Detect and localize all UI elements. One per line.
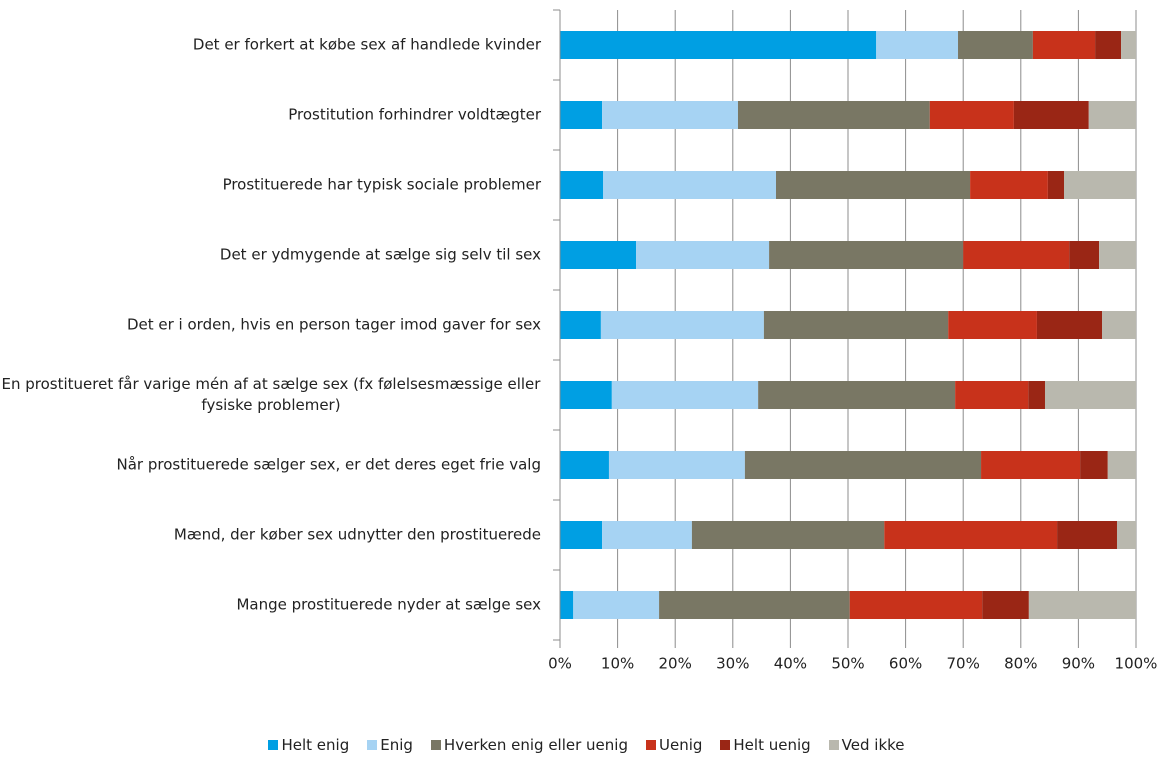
y-tick-label: Prostituerede har typisk sociale problem…	[222, 175, 541, 194]
bar-segment	[1028, 591, 1136, 619]
x-tick-label: 90%	[1062, 655, 1095, 673]
bar-segment	[737, 101, 930, 129]
legend-item: Helt uenig	[720, 736, 811, 754]
bar-segment	[1116, 521, 1136, 549]
bar-segment	[611, 381, 759, 409]
bar-segment	[1069, 241, 1100, 269]
bar-segment	[602, 521, 692, 549]
x-tick-label: 100%	[1115, 655, 1158, 673]
x-tick-label: 10%	[601, 655, 634, 673]
bar-segment	[560, 171, 604, 199]
bar-segment	[1044, 381, 1136, 409]
legend-swatch	[828, 740, 839, 750]
bar-segment	[1013, 101, 1089, 129]
bar-segment	[1036, 311, 1103, 339]
bar-segment	[602, 101, 738, 129]
y-tick-label: Mænd, der køber sex udnytter den prostit…	[173, 525, 541, 544]
bar-segment	[763, 311, 949, 339]
bar-segment	[982, 591, 1029, 619]
legend-label: Ved ikke	[841, 736, 905, 754]
bar-segment	[1047, 171, 1064, 199]
legend-label: Uenig	[658, 736, 703, 754]
bar-segment	[1095, 31, 1122, 59]
x-tick-label: 20%	[659, 655, 692, 673]
bar-segment	[758, 381, 956, 409]
legend-item: Helt enig	[268, 736, 349, 754]
bar-segment	[691, 521, 885, 549]
bar-segment	[1064, 171, 1136, 199]
legend-label: Helt enig	[281, 736, 350, 754]
bar-segment	[769, 241, 964, 269]
bar-segment	[560, 101, 603, 129]
bar-segment	[929, 101, 1014, 129]
x-tick-label: 70%	[947, 655, 980, 673]
x-tick-label: 80%	[1004, 655, 1037, 673]
y-tick-label: Mange prostituerede nyder at sælge sex	[236, 595, 541, 614]
bar-segment	[970, 171, 1048, 199]
bar-segment	[1099, 241, 1136, 269]
y-tick-label: Det er i orden, hvis en person tager imo…	[126, 315, 541, 334]
legend: Helt enig Enig Hverken enig eller uenig Uen…	[0, 736, 1173, 754]
bar-segment	[1102, 311, 1136, 339]
bar-segment	[600, 311, 764, 339]
x-tick-label: 0%	[548, 655, 572, 673]
bar-segment	[958, 31, 1033, 59]
bar-segment	[560, 521, 603, 549]
legend-swatch	[268, 740, 279, 750]
bar-segment	[849, 591, 983, 619]
bar-segment	[955, 381, 1029, 409]
legend-item: Ved ikke	[828, 736, 905, 754]
bar-segment	[1032, 31, 1096, 59]
legend-item: Uenig	[645, 736, 703, 754]
bar-segment	[560, 311, 601, 339]
y-tick-label: Når prostituerede sælger sex, er det der…	[116, 455, 542, 474]
legend-label: Hverken enig eller uenig	[443, 736, 628, 754]
legend-swatch	[430, 740, 441, 750]
bar-segment	[1080, 451, 1108, 479]
bar-segment	[776, 171, 971, 199]
y-tick-label: En prostitueret får varige mén af at sæl…	[1, 375, 541, 414]
legend-label: Enig	[380, 736, 413, 754]
legend-label: Helt uenig	[733, 736, 811, 754]
bar-segment	[560, 591, 574, 619]
bar-segment	[1107, 451, 1136, 479]
bar-segment	[573, 591, 660, 619]
bar-segment	[884, 521, 1058, 549]
bar-segment	[560, 31, 877, 59]
bar-segment	[1121, 31, 1136, 59]
bar-segment	[608, 451, 745, 479]
x-tick-label: 30%	[716, 655, 749, 673]
bar-segment	[560, 241, 637, 269]
bar-segment	[659, 591, 850, 619]
bar-segment	[560, 381, 612, 409]
y-tick-label: Prostitution forhindrer voldtægter	[288, 105, 541, 124]
x-tick-label: 50%	[831, 655, 864, 673]
bar-segment	[963, 241, 1070, 269]
y-tick-label: Det er forkert at købe sex af handlede k…	[192, 35, 541, 54]
legend-swatch	[367, 740, 378, 750]
bar-segment	[1088, 101, 1136, 129]
bar-segment	[744, 451, 982, 479]
bar-segment	[1057, 521, 1117, 549]
legend-swatch	[720, 740, 731, 750]
bar-segment	[560, 451, 609, 479]
legend-swatch	[645, 740, 656, 750]
x-tick-label: 60%	[889, 655, 922, 673]
bar-segment	[636, 241, 770, 269]
y-tick-label: Det er ydmygende at sælge sig selv til s…	[219, 245, 541, 264]
bar-segment	[1028, 381, 1045, 409]
legend-item: Hverken enig eller uenig	[430, 736, 628, 754]
bar-segment	[981, 451, 1081, 479]
legend-item: Enig	[367, 736, 413, 754]
x-tick-label: 40%	[774, 655, 807, 673]
bar-segment	[876, 31, 959, 59]
bar-segment	[603, 171, 776, 199]
bar-segment	[948, 311, 1037, 339]
